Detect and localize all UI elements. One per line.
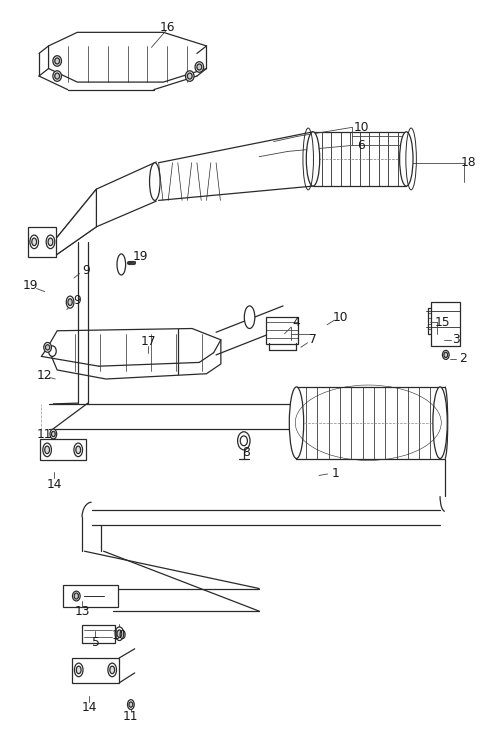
Text: 3: 3 <box>453 333 460 347</box>
Text: 10: 10 <box>353 121 369 134</box>
Ellipse shape <box>443 350 449 359</box>
Ellipse shape <box>306 132 320 186</box>
Ellipse shape <box>76 666 81 673</box>
Text: 19: 19 <box>132 251 148 263</box>
Ellipse shape <box>197 64 202 70</box>
Ellipse shape <box>66 296 74 308</box>
Text: 9: 9 <box>82 264 90 277</box>
Ellipse shape <box>187 73 192 79</box>
Ellipse shape <box>129 702 133 707</box>
Ellipse shape <box>289 387 304 458</box>
Text: 1: 1 <box>332 467 339 480</box>
Ellipse shape <box>43 443 51 457</box>
Ellipse shape <box>74 443 83 457</box>
Ellipse shape <box>128 700 134 710</box>
Ellipse shape <box>72 591 80 601</box>
Polygon shape <box>28 226 56 257</box>
Ellipse shape <box>244 306 255 328</box>
Ellipse shape <box>44 343 51 353</box>
Polygon shape <box>48 328 221 379</box>
Ellipse shape <box>74 663 83 676</box>
Polygon shape <box>72 658 120 683</box>
Text: 4: 4 <box>293 316 300 329</box>
Polygon shape <box>63 584 118 607</box>
Text: 15: 15 <box>435 316 451 329</box>
Ellipse shape <box>433 387 447 458</box>
Ellipse shape <box>117 254 126 275</box>
Ellipse shape <box>240 436 247 445</box>
Ellipse shape <box>108 663 117 676</box>
Ellipse shape <box>50 429 57 439</box>
Ellipse shape <box>195 62 204 72</box>
Text: 7: 7 <box>309 333 317 347</box>
Text: 19: 19 <box>23 279 38 292</box>
Text: 10: 10 <box>112 629 127 642</box>
Text: 8: 8 <box>242 446 250 459</box>
Ellipse shape <box>115 627 124 640</box>
Text: 18: 18 <box>461 156 477 169</box>
Ellipse shape <box>48 346 56 356</box>
Ellipse shape <box>110 666 115 673</box>
Ellipse shape <box>51 431 55 436</box>
Text: 11: 11 <box>123 710 139 723</box>
Ellipse shape <box>74 593 78 599</box>
Ellipse shape <box>46 235 55 248</box>
Polygon shape <box>432 302 460 346</box>
Polygon shape <box>53 189 96 257</box>
Polygon shape <box>266 317 299 344</box>
Ellipse shape <box>32 238 36 245</box>
Polygon shape <box>48 32 206 82</box>
Text: 14: 14 <box>82 701 97 714</box>
Ellipse shape <box>117 630 122 637</box>
Ellipse shape <box>45 446 49 454</box>
Ellipse shape <box>185 71 194 82</box>
Text: 16: 16 <box>159 20 175 33</box>
Polygon shape <box>82 624 115 643</box>
Ellipse shape <box>400 132 413 186</box>
Text: 17: 17 <box>140 334 156 348</box>
Text: 2: 2 <box>459 352 467 365</box>
Text: 14: 14 <box>47 478 62 491</box>
Text: 12: 12 <box>37 369 52 383</box>
Text: 5: 5 <box>92 636 99 649</box>
Ellipse shape <box>76 446 81 454</box>
Ellipse shape <box>150 163 160 200</box>
Ellipse shape <box>53 56 61 66</box>
Ellipse shape <box>444 353 448 358</box>
Ellipse shape <box>55 58 60 64</box>
Text: 6: 6 <box>357 139 365 152</box>
Ellipse shape <box>68 299 72 306</box>
Ellipse shape <box>48 238 53 245</box>
Text: 9: 9 <box>73 294 81 307</box>
Ellipse shape <box>46 345 50 350</box>
Ellipse shape <box>55 73 60 79</box>
Polygon shape <box>40 439 86 461</box>
Ellipse shape <box>53 71 61 82</box>
Text: 10: 10 <box>333 311 348 324</box>
Text: 13: 13 <box>74 605 90 618</box>
Text: 11: 11 <box>37 427 52 440</box>
Polygon shape <box>428 308 459 334</box>
Ellipse shape <box>30 235 38 248</box>
Ellipse shape <box>238 432 250 450</box>
